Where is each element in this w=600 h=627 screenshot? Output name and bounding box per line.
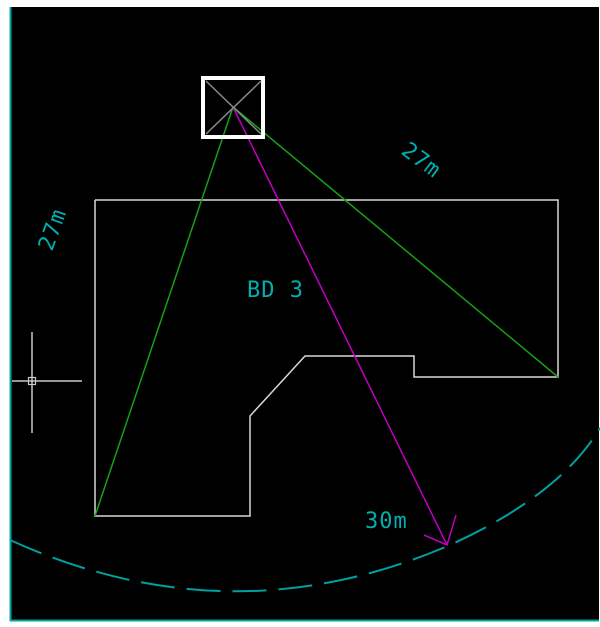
crane-cross-diag-2 (205, 80, 262, 135)
cursor-pickbox (27, 376, 37, 386)
radius-arrowhead (423, 514, 457, 547)
drawing-background (10, 7, 599, 621)
crane-base-box[interactable] (201, 76, 265, 139)
radius-dimension-line[interactable] (232, 106, 448, 546)
reach-line-right[interactable] (232, 106, 559, 378)
dimension-label-radius: 30m (365, 509, 408, 534)
reach-line-left[interactable] (94, 106, 234, 517)
building-outline[interactable] (94, 199, 559, 517)
crane-range-arc (9, 427, 600, 593)
building-label: BD 3 (247, 278, 304, 303)
